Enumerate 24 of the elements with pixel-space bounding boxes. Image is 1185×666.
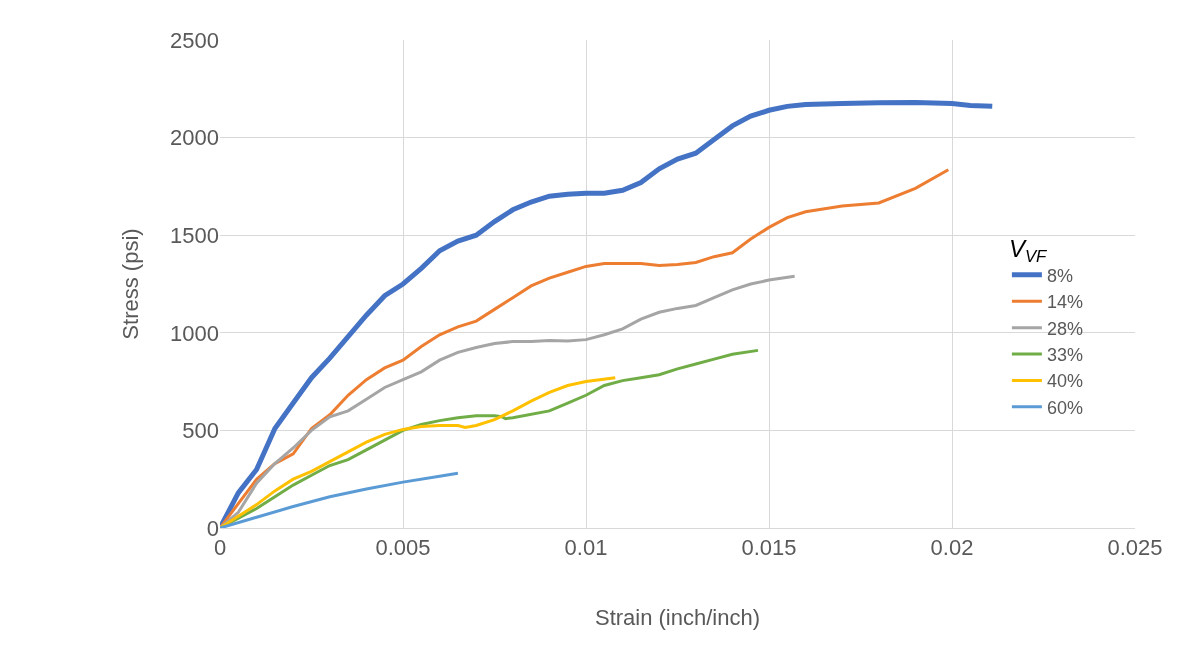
x-tick-label: 0.005 [375,535,431,561]
y-tick-label: 500 [182,418,219,444]
y-tick-label: 2500 [170,27,219,53]
x-tick-label: 0.015 [741,535,797,561]
legend-label: 14% [1046,292,1083,313]
line-series [220,168,950,528]
y-tick-label: 1500 [170,222,219,248]
y-tick-label: 1000 [170,320,219,346]
y-tick-label: 2000 [170,125,219,151]
line-series [220,376,617,528]
line-series [220,471,460,528]
legend-label: 8% [1046,265,1073,286]
x-axis-title: Strain (inch/inch) [594,605,761,631]
x-tick-label: 0.02 [930,535,974,561]
y-axis-title: Stress (psi) [117,228,143,340]
legend-label: 60% [1046,397,1083,418]
legend-label: 28% [1046,318,1083,339]
legend-title: V$_{VF}$ [1008,234,1049,266]
line-series [220,274,797,528]
y-tick-label: 0 [206,515,219,541]
x-tick-label: 0.025 [1107,535,1163,561]
legend-label: 40% [1046,371,1083,392]
legend-label: 33% [1046,345,1083,366]
x-tick-label: 0.01 [564,535,608,561]
